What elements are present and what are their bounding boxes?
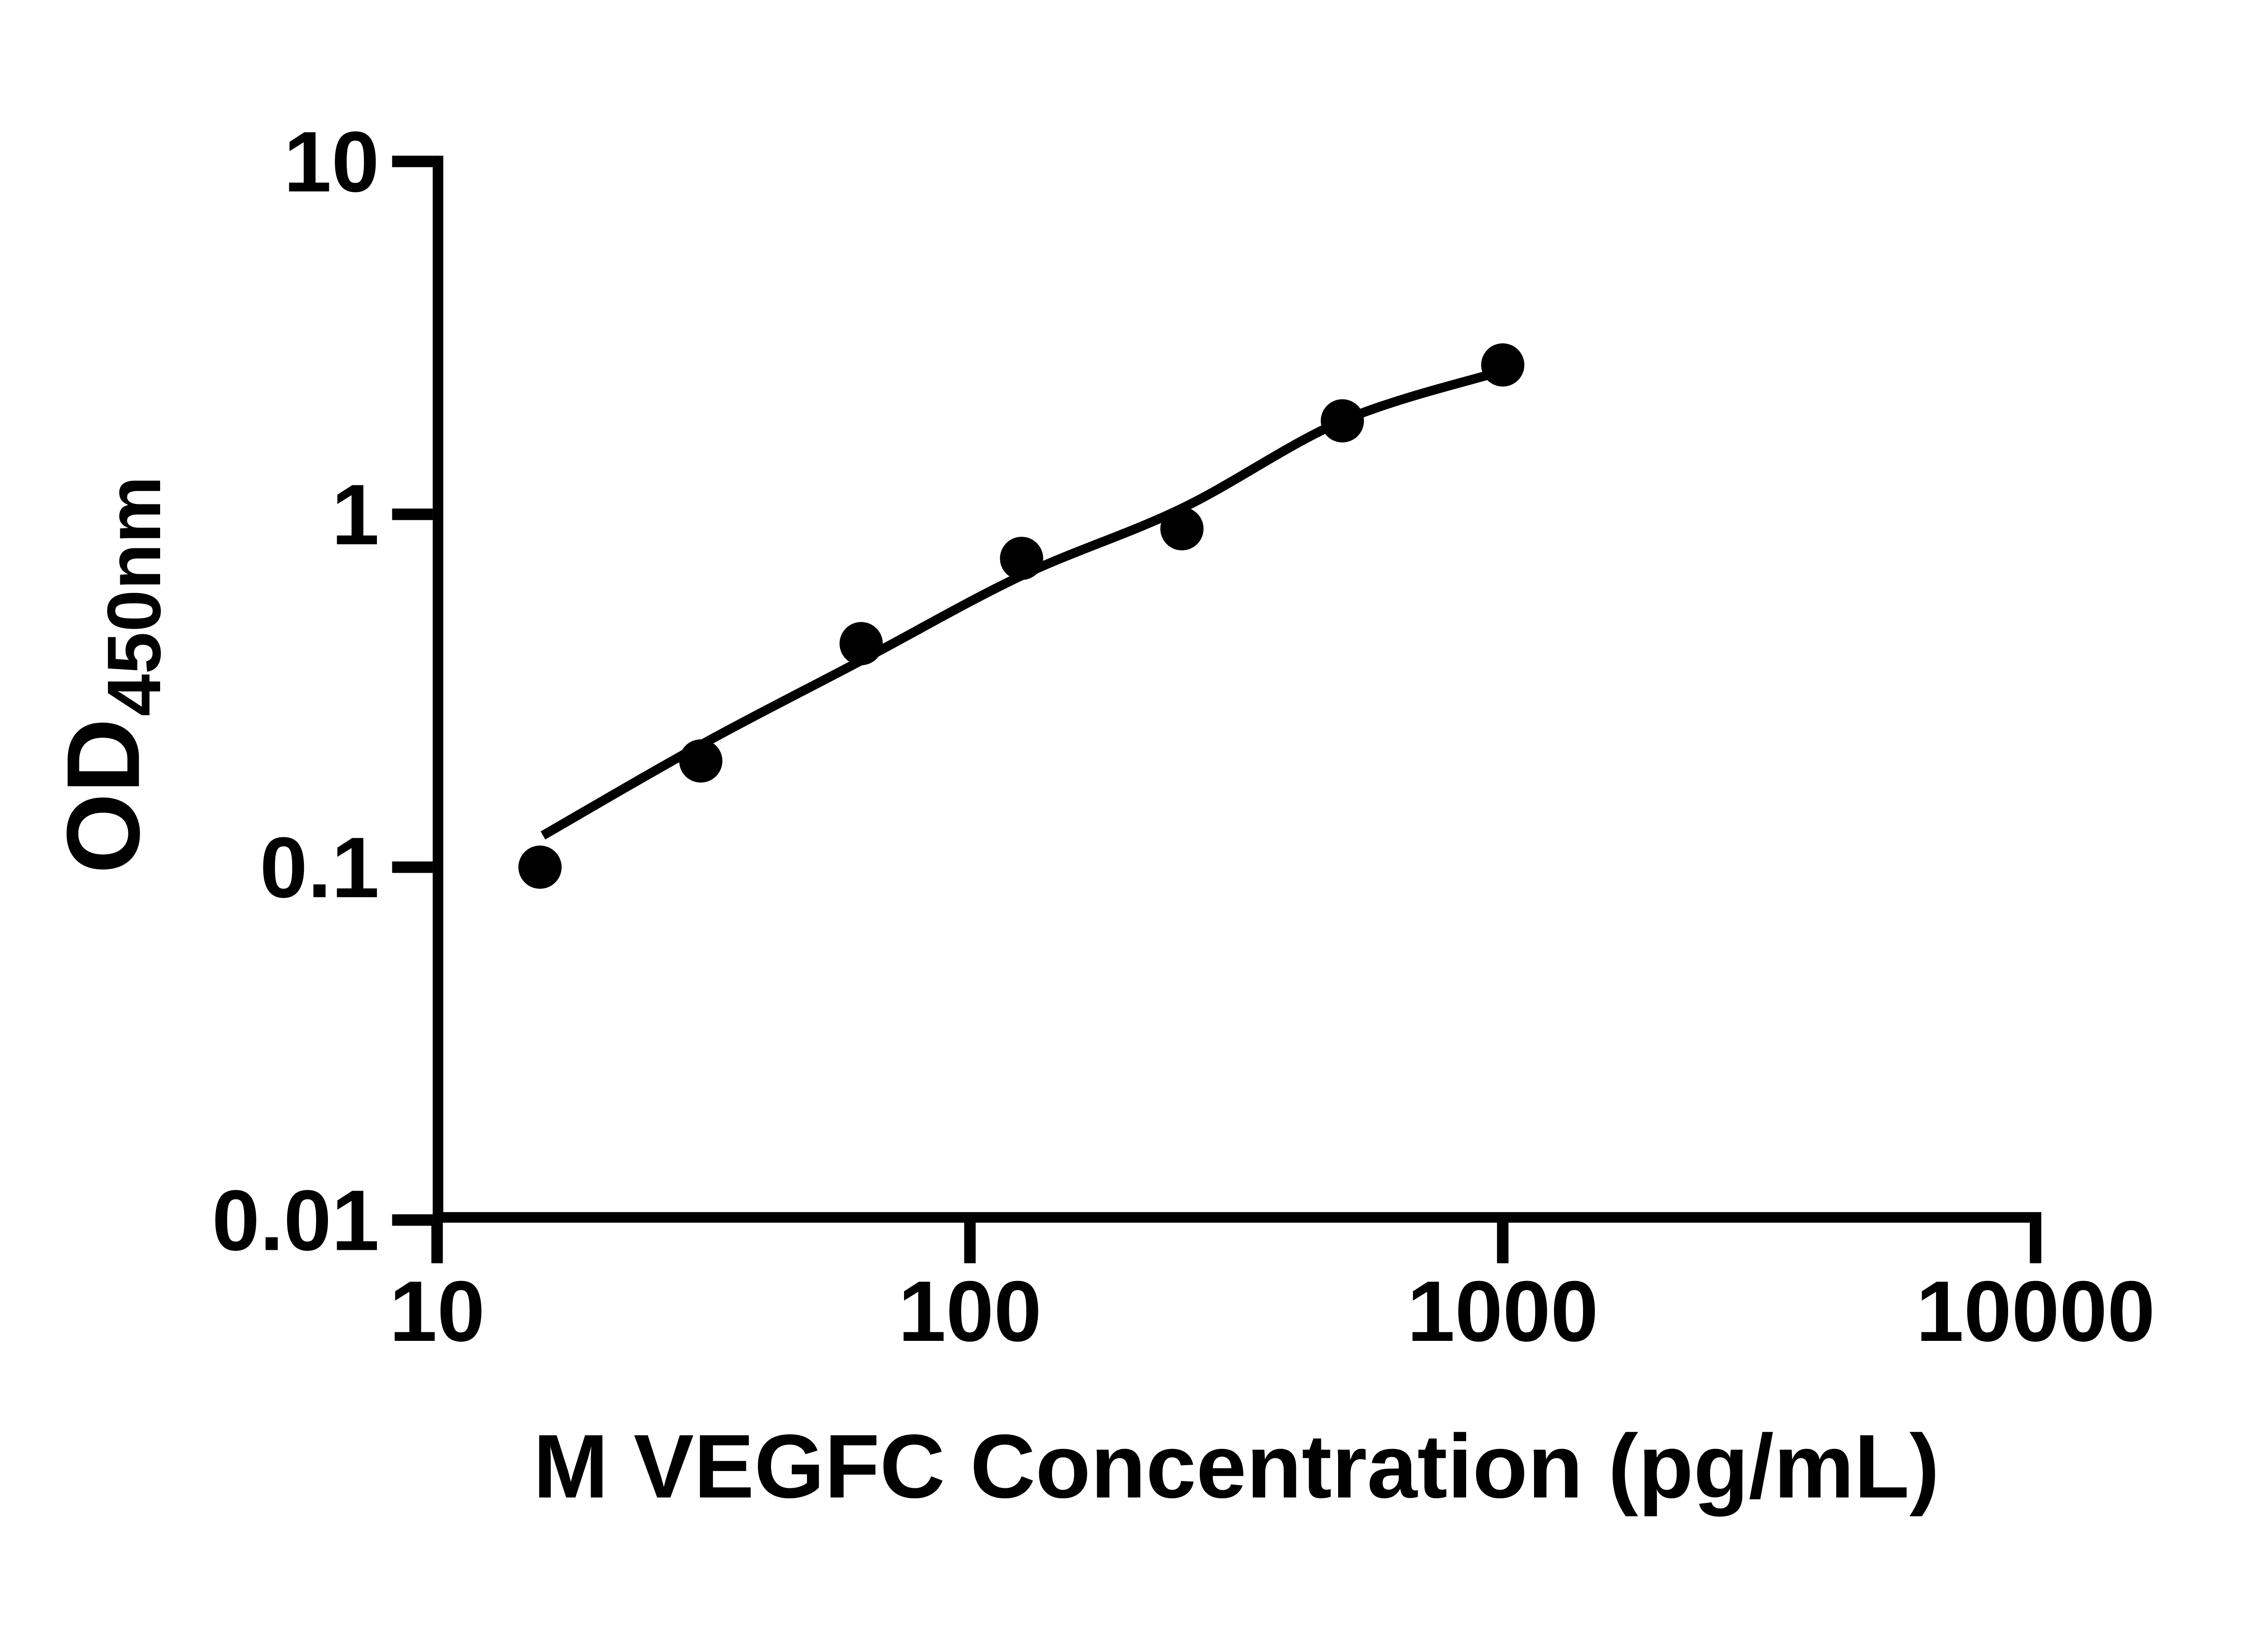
data-point <box>1160 507 1204 551</box>
data-point <box>679 739 723 783</box>
x-axis-title: M VEGFC Concentration (pg/mL) <box>533 1416 1940 1517</box>
data-point <box>839 622 883 665</box>
y-axis-title-main: OD <box>45 718 161 874</box>
y-axis-title: OD 450nm <box>45 476 176 874</box>
y-tick-label: 0.1 <box>260 820 380 916</box>
y-tick-label: 10 <box>284 114 379 210</box>
x-tick-label: 10 <box>389 1263 485 1359</box>
y-tick-label: 0.01 <box>212 1173 379 1269</box>
data-point <box>518 846 562 889</box>
y-axis-title-subscript: 450nm <box>92 476 176 716</box>
x-tick-label: 10000 <box>1916 1263 2155 1359</box>
data-point <box>1000 537 1043 580</box>
standard-curve-figure: 10 1 0.1 0.01 10 100 1000 10000 M VEGFC Concent… <box>45 114 2156 1517</box>
data-point <box>1320 399 1364 443</box>
x-tick-label: 1000 <box>1407 1263 1598 1359</box>
data-point <box>1481 343 1525 387</box>
data-points <box>518 343 1525 889</box>
y-tick-label: 1 <box>332 467 379 563</box>
x-tick-label: 100 <box>898 1263 1041 1359</box>
